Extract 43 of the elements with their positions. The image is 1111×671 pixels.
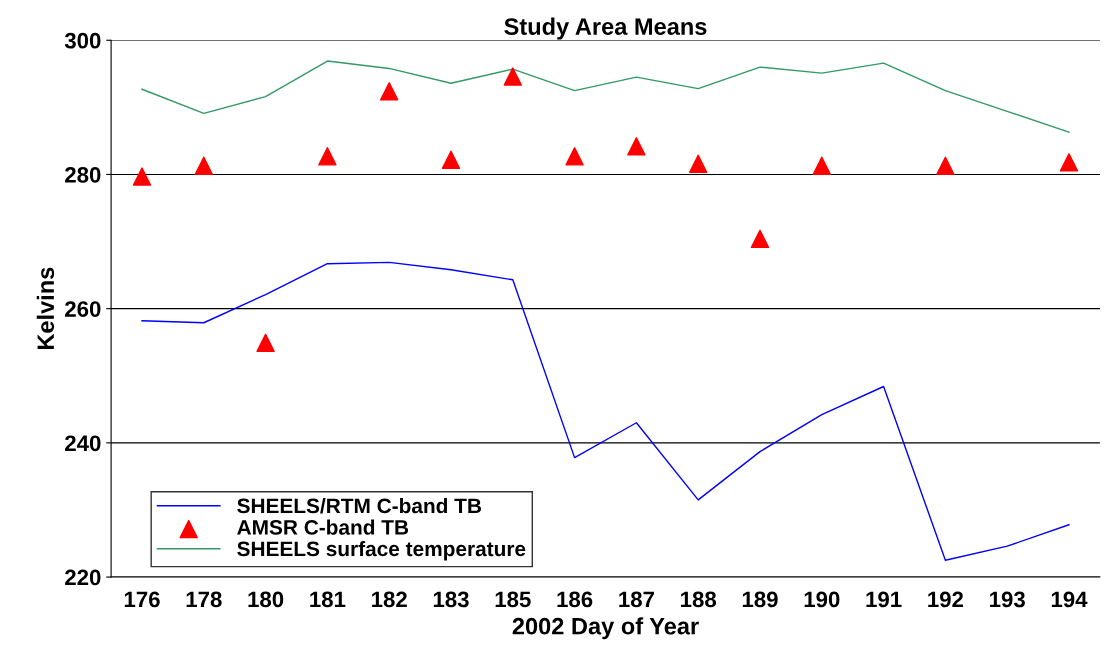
point — [936, 156, 955, 175]
y-tick-label: 280 — [65, 166, 101, 183]
y-tick-label: 220 — [65, 569, 101, 586]
x-tick-label: 188 — [681, 591, 717, 608]
y-tick-label: 240 — [65, 435, 101, 452]
x-tick-label: 183 — [433, 591, 469, 608]
x-tick-label: 187 — [619, 591, 654, 608]
x-tick-label: 194 — [1051, 591, 1088, 608]
x-tick-label: 181 — [310, 591, 346, 608]
legend-label: AMSR C-band TB — [237, 519, 409, 535]
line-series — [141, 60, 1070, 133]
point — [441, 150, 461, 169]
legend-label: SHEELS/RTM C-band TB — [237, 497, 482, 514]
x-axis-title: 2002 Day of Year — [512, 617, 699, 640]
x-tick-label: 191 — [866, 591, 902, 608]
y-tick-label: 260 — [65, 301, 101, 317]
point — [379, 82, 399, 101]
point — [256, 333, 275, 353]
x-tick-label: 180 — [248, 591, 284, 608]
x-tick-label: 190 — [804, 591, 840, 608]
y-axis-title: Kelvins — [36, 267, 55, 350]
x-tick-label: 186 — [557, 591, 593, 608]
y-tick-label: 300 — [64, 32, 101, 49]
x-tick-label: 193 — [990, 591, 1025, 608]
point — [565, 147, 584, 166]
point — [812, 156, 831, 175]
line-series — [141, 261, 1070, 561]
x-tick-label: 176 — [124, 591, 160, 608]
x-tick-label: 185 — [495, 591, 531, 608]
legend-label: SHEELS surface temperature — [237, 540, 526, 561]
point — [750, 229, 770, 249]
x-tick-label: 189 — [742, 591, 778, 608]
x-tick-label: 178 — [186, 591, 222, 608]
x-tick-label: 182 — [372, 591, 407, 608]
chart-title: Study Area Means — [504, 17, 707, 40]
point — [194, 156, 213, 175]
point — [318, 147, 337, 166]
point — [688, 154, 708, 173]
x-tick-label: 192 — [928, 591, 964, 608]
point — [503, 67, 522, 86]
point — [627, 137, 646, 156]
point — [132, 167, 152, 186]
point — [1059, 153, 1079, 172]
